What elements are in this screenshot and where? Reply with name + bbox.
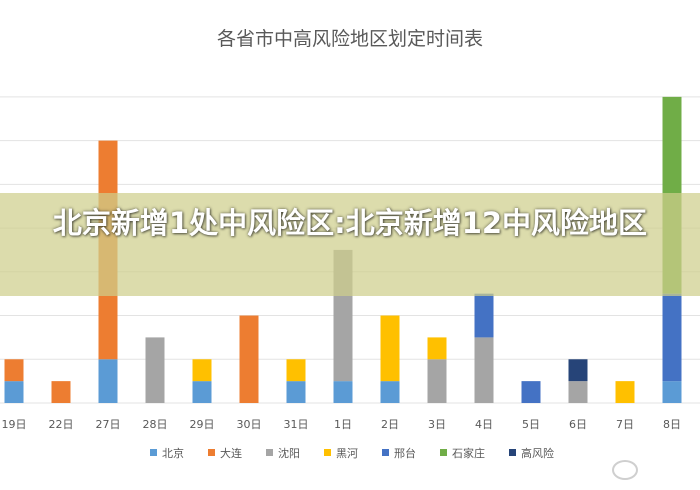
legend-label: 邢台: [394, 446, 416, 460]
bar-segment: [51, 381, 71, 403]
x-tick-label: 19日: [2, 418, 27, 431]
legend-swatch: [208, 449, 215, 456]
legend-label: 沈阳: [278, 446, 300, 460]
legend-swatch: [440, 449, 447, 456]
legend-swatch: [324, 449, 331, 456]
legend-swatch: [509, 449, 516, 456]
x-tick-label: 28日: [143, 418, 168, 431]
bar-segment: [662, 381, 682, 403]
legend-swatch: [382, 449, 389, 456]
x-tick-label: 8日: [663, 418, 681, 431]
x-tick-label: 6日: [569, 418, 587, 431]
overlay-headline: 北京新增1处中风险区:北京新增12中风险地区: [52, 206, 648, 240]
bar-segment: [98, 359, 118, 403]
legend-label: 高风险: [521, 446, 554, 460]
x-tick-label: 22日: [49, 418, 74, 431]
bar-segment: [4, 381, 24, 403]
bar-segment: [568, 359, 588, 382]
legend-label: 北京: [162, 446, 184, 460]
legend-label: 石家庄: [452, 446, 485, 460]
bar-segment: [4, 359, 24, 382]
x-tick-label: 1日: [334, 418, 352, 431]
bar-segment: [192, 381, 212, 403]
bar-segment: [380, 381, 400, 403]
legend-label: 黑河: [336, 447, 358, 460]
bar-segment: [662, 293, 682, 382]
bar-segment: [615, 381, 635, 403]
weibo-icon: [612, 460, 638, 480]
bar-segment: [521, 381, 541, 403]
x-tick-label: 29日: [190, 418, 215, 431]
bar-segment: [286, 359, 306, 382]
x-tick-label: 5日: [522, 418, 540, 431]
x-tick-label: 4日: [475, 418, 493, 431]
legend-label: 大连: [220, 446, 242, 460]
x-tick-label: 30日: [237, 418, 262, 431]
bar-segment: [239, 315, 259, 403]
bar-segment: [427, 359, 447, 403]
legend-swatch: [266, 449, 273, 456]
chart-title: 各省市中高风险地区划定时间表: [217, 28, 483, 50]
x-tick-label: 7日: [616, 418, 634, 431]
x-tick-label: 2日: [381, 418, 399, 431]
legend-swatch: [150, 449, 157, 456]
bar-segment: [568, 381, 588, 403]
bar-segment: [145, 337, 165, 403]
x-tick-label: 31日: [284, 418, 309, 431]
bar-segment: [474, 337, 494, 403]
bar-segment: [380, 315, 400, 382]
bar-segment: [286, 381, 306, 403]
legend: 北京 大连 沈阳 黑河 邢台 石家庄 高风险: [150, 446, 554, 460]
bar-segment: [474, 293, 494, 338]
x-axis-labels: 19日 22日 27日 28日 29日 30日 31日 1日 2日 3日 4日 5日 6日 7日 8日: [2, 418, 682, 431]
bar-segment: [192, 359, 212, 382]
x-tick-label: 3日: [428, 418, 446, 431]
bar-segment: [427, 337, 447, 360]
overlay-banner: [0, 193, 700, 296]
bar-segment: [333, 381, 353, 403]
x-tick-label: 27日: [96, 418, 121, 431]
